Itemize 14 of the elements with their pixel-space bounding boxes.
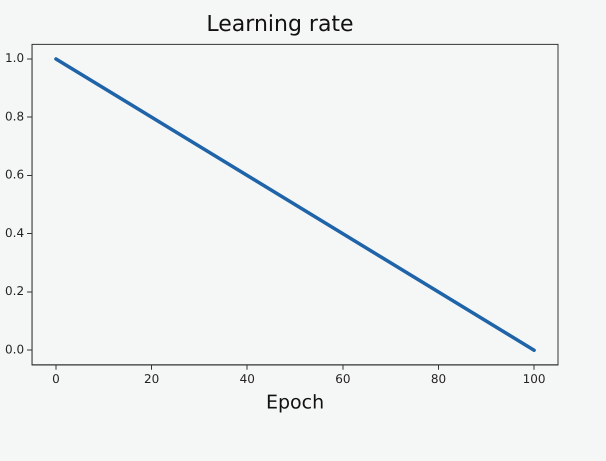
y-tick-label: 0.0	[4, 342, 24, 356]
y-tick-label: 0.4	[4, 226, 24, 240]
x-tick-label: 80	[430, 372, 446, 386]
x-tick-label: 60	[335, 372, 350, 386]
y-tick-label: 0.8	[4, 109, 24, 124]
chart-title: Learning rate	[206, 12, 354, 37]
y-tick-label: 0.2	[4, 284, 24, 298]
x-tick-label: 100	[522, 372, 546, 386]
y-tick-label: 0.6	[4, 168, 24, 182]
x-tick-label: 0	[52, 372, 60, 386]
x-tick-label: 40	[240, 372, 255, 386]
x-axis-title: Epoch	[266, 392, 324, 414]
x-tick-label: 20	[144, 372, 160, 386]
y-tick-label: 1.0	[4, 51, 24, 66]
